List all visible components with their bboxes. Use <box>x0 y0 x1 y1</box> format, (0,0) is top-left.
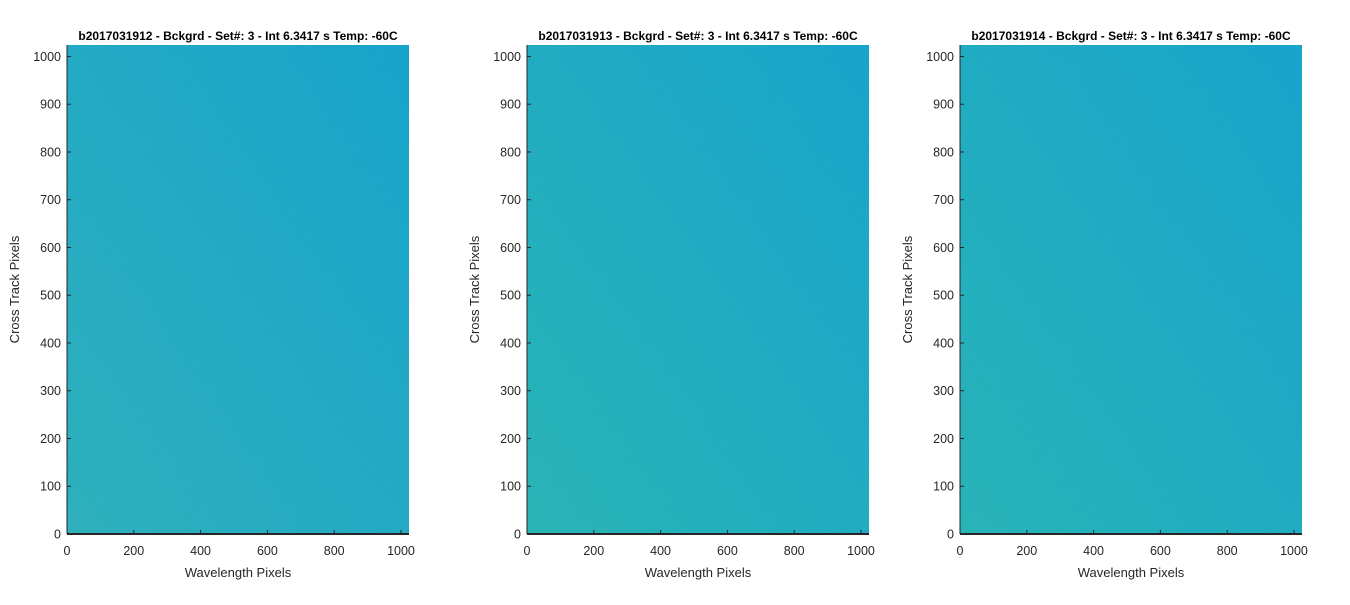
x-axis-label: Wavelength Pixels <box>1078 565 1185 580</box>
y-axis-label: Cross Track Pixels <box>467 235 482 343</box>
heatmap-noise <box>527 45 869 534</box>
chart-title: b2017031914 - Bckgrd - Set#: 3 - Int 6.3… <box>971 29 1291 43</box>
y-tick-label: 600 <box>40 241 61 255</box>
y-tick-label: 900 <box>40 98 61 112</box>
y-tick-label: 800 <box>500 145 521 159</box>
x-tick-label: 800 <box>324 544 345 558</box>
y-tick-label: 300 <box>40 384 61 398</box>
heatmap-noise <box>960 45 1302 534</box>
y-tick-label: 300 <box>500 384 521 398</box>
x-tick-label: 600 <box>717 544 738 558</box>
y-tick-label: 100 <box>500 480 521 494</box>
y-tick-label: 500 <box>40 289 61 303</box>
x-tick-label: 600 <box>1150 544 1171 558</box>
y-tick-label: 0 <box>54 528 61 542</box>
y-tick-label: 900 <box>500 98 521 112</box>
x-tick-label: 0 <box>64 544 71 558</box>
chart-title: b2017031913 - Bckgrd - Set#: 3 - Int 6.3… <box>538 29 858 43</box>
y-tick-label: 500 <box>500 289 521 303</box>
y-tick-label: 700 <box>933 193 954 207</box>
x-tick-label: 600 <box>257 544 278 558</box>
y-tick-label: 100 <box>40 480 61 494</box>
x-tick-label: 200 <box>1016 544 1037 558</box>
y-tick-label: 1000 <box>33 50 61 64</box>
y-tick-label: 400 <box>40 336 61 350</box>
x-tick-label: 200 <box>123 544 144 558</box>
x-axis-label: Wavelength Pixels <box>185 565 292 580</box>
x-axis-label: Wavelength Pixels <box>645 565 752 580</box>
y-tick-label: 700 <box>40 193 61 207</box>
y-tick-label: 300 <box>933 384 954 398</box>
y-tick-label: 1000 <box>493 50 521 64</box>
x-tick-label: 400 <box>190 544 211 558</box>
x-tick-label: 400 <box>1083 544 1104 558</box>
y-tick-label: 600 <box>500 241 521 255</box>
y-tick-label: 400 <box>933 336 954 350</box>
chart-panel-1: b2017031912 - Bckgrd - Set#: 3 - Int 6.3… <box>7 29 415 580</box>
y-axis-label: Cross Track Pixels <box>7 235 22 343</box>
y-tick-label: 800 <box>40 145 61 159</box>
x-tick-label: 400 <box>650 544 671 558</box>
y-tick-label: 200 <box>500 432 521 446</box>
y-tick-label: 1000 <box>926 50 954 64</box>
x-tick-label: 1000 <box>847 544 875 558</box>
y-tick-label: 900 <box>933 98 954 112</box>
y-tick-label: 600 <box>933 241 954 255</box>
x-tick-label: 0 <box>524 544 531 558</box>
chart-title: b2017031912 - Bckgrd - Set#: 3 - Int 6.3… <box>78 29 398 43</box>
x-tick-label: 200 <box>583 544 604 558</box>
y-tick-label: 0 <box>514 528 521 542</box>
chart-panel-3: b2017031914 - Bckgrd - Set#: 3 - Int 6.3… <box>900 29 1308 580</box>
x-tick-label: 1000 <box>1280 544 1308 558</box>
x-tick-label: 0 <box>957 544 964 558</box>
x-tick-label: 800 <box>1217 544 1238 558</box>
y-axis-label: Cross Track Pixels <box>900 235 915 343</box>
y-tick-label: 100 <box>933 480 954 494</box>
y-tick-label: 500 <box>933 289 954 303</box>
chart-panel-2: b2017031913 - Bckgrd - Set#: 3 - Int 6.3… <box>467 29 875 580</box>
y-tick-label: 400 <box>500 336 521 350</box>
y-tick-label: 200 <box>933 432 954 446</box>
y-tick-label: 200 <box>40 432 61 446</box>
x-tick-label: 1000 <box>387 544 415 558</box>
y-tick-label: 700 <box>500 193 521 207</box>
heatmap-noise <box>67 45 409 534</box>
y-tick-label: 800 <box>933 145 954 159</box>
x-tick-label: 800 <box>784 544 805 558</box>
y-tick-label: 0 <box>947 528 954 542</box>
